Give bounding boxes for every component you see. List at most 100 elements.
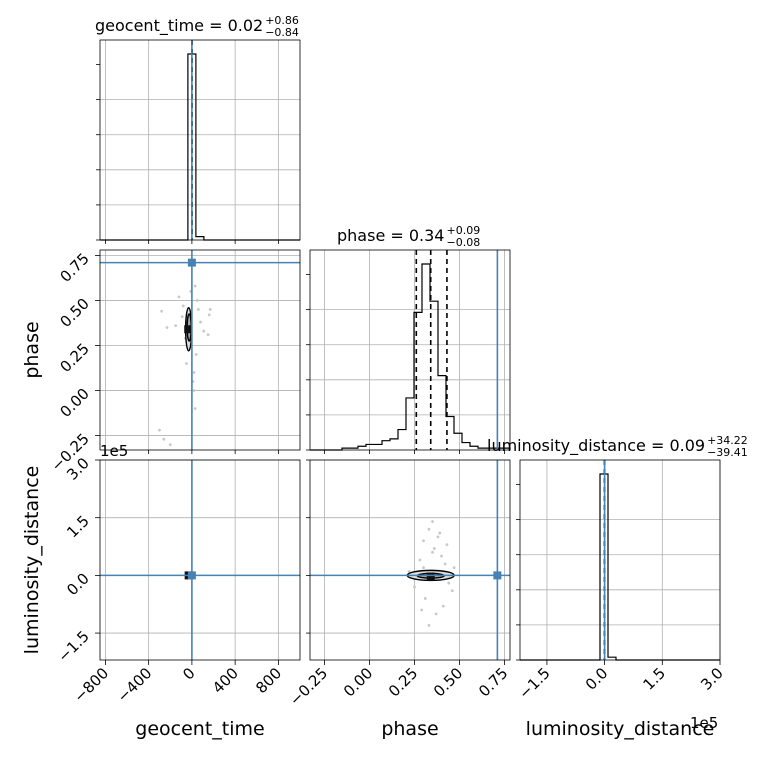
scatter-point-0-8: [199, 320, 202, 324]
ytick-label-luminosity_distance-1: 0.0: [63, 569, 93, 599]
scatter-point-0-9: [206, 333, 210, 337]
title-geocent_time: geocent_time = 0.02: [95, 16, 263, 36]
scatter-point-2-2: [422, 539, 425, 543]
title-plus-luminosity_distance: +34.22: [707, 434, 748, 447]
scatter-point-2-7: [443, 562, 447, 566]
density-core-0-0: [184, 325, 193, 334]
ytick-label-luminosity_distance-0: −1.5: [54, 627, 92, 665]
xtick-label-geocent_time-2: 0: [179, 664, 198, 683]
scatter-point-2-4: [432, 547, 436, 550]
xtick-label-geocent_time-4: 800: [252, 664, 285, 697]
xtick-label-geocent_time-3: 400: [209, 664, 242, 697]
scatter-point-2-19: [431, 550, 434, 554]
scatter-point-2-17: [407, 570, 411, 573]
scatter-point-2-11: [441, 604, 445, 608]
histogram-phase: [310, 263, 511, 451]
yaxis-label-luminosity_distance: luminosity_distance: [21, 466, 43, 655]
ytick-label-phase-4: 0.75: [56, 250, 92, 286]
scatter-point-0-1: [165, 326, 169, 329]
panel-frame-geocent_time: [99, 39, 301, 241]
scatter-point-0-22: [180, 315, 184, 319]
scatter-point-2-12: [413, 585, 416, 589]
xtick-label-phase-4: 0.75: [475, 664, 511, 700]
panel-frame-phase-luminosity_distance: [309, 459, 511, 661]
scatter-point-2-13: [447, 581, 451, 585]
panel-frame-geocent_time-luminosity_distance: [99, 459, 301, 661]
scatter-point-0-5: [185, 362, 188, 365]
ytick-label-phase-3: 0.50: [56, 295, 92, 331]
panel-geocent_time-luminosity_distance: [100, 460, 300, 660]
scatter-point-2-1: [431, 520, 434, 523]
scatter-point-0-3: [181, 304, 185, 308]
xtick-label-phase-2: 0.25: [385, 664, 421, 700]
density-core-2-0: [426, 572, 435, 581]
scatter-point-2-5: [440, 554, 443, 558]
scatter-point-2-21: [445, 543, 449, 547]
xaxis-label-geocent_time: geocent_time: [135, 718, 264, 740]
xtick-label-luminosity_distance-1: 0.0: [582, 664, 612, 694]
scatter-point-0-21: [195, 299, 199, 302]
scatter-point-2-0: [427, 527, 431, 531]
scatter-point-0-0: [160, 309, 164, 313]
histogram-geocent_time: [100, 53, 300, 241]
grid-layer: [100, 40, 721, 660]
data-layer: [100, 40, 720, 661]
scatter-point-0-11: [208, 308, 212, 311]
xaxis-label-luminosity_distance: luminosity_distance: [526, 718, 715, 740]
scatter-point-0-10: [207, 313, 211, 317]
ytick-label-luminosity_distance-2: 1.5: [63, 512, 93, 542]
scatter-point-0-19: [193, 407, 197, 410]
scatter-point-2-3: [436, 535, 440, 539]
scatter-point-0-18: [168, 443, 172, 446]
panel-frame-geocent_time-phase: [99, 249, 301, 451]
truth-marker-geocent_time-luminosity_distance: [187, 571, 196, 580]
scatter-point-0-7: [196, 308, 200, 311]
title-minus-geocent_time: −0.84: [265, 26, 299, 39]
scatter-point-2-8: [423, 597, 427, 600]
title-phase: phase = 0.34: [337, 226, 444, 245]
ytick-label-phase-1: 0.00: [56, 385, 92, 421]
xtick-label-phase-0: −0.25: [286, 664, 331, 709]
scatter-point-2-14: [438, 531, 442, 535]
offset-label-y: 1e5: [100, 442, 128, 460]
ytick-label-phase-2: 0.25: [56, 340, 92, 376]
yaxis-label-phase: phase: [21, 321, 43, 378]
scatter-point-2-15: [422, 566, 425, 570]
scatter-point-0-17: [162, 437, 166, 441]
scatter-point-0-12: [192, 371, 196, 374]
xtick-label-luminosity_distance-2: 1.5: [640, 664, 670, 694]
panel-phase-luminosity_distance: [310, 460, 510, 660]
panel-frame-luminosity_distance: [519, 459, 721, 661]
title-minus-luminosity_distance: −39.41: [707, 446, 748, 459]
scatter-point-0-2: [177, 295, 181, 299]
histogram-luminosity_distance: [520, 473, 720, 661]
scatter-point-0-15: [193, 284, 197, 288]
xtick-label-luminosity_distance-0: −1.5: [515, 664, 553, 702]
title-plus-geocent_time: +0.86: [265, 14, 299, 27]
panel-geocent_time-phase: [100, 250, 300, 450]
scatter-point-0-23: [202, 329, 206, 333]
title-plus-phase: +0.09: [446, 224, 480, 237]
xaxis-label-phase: phase: [381, 718, 438, 740]
scatter-point-2-6: [418, 558, 422, 562]
offset-label-x: 1e5: [690, 714, 718, 732]
scatter-point-2-16: [452, 566, 456, 570]
title-minus-phase: −0.08: [446, 236, 480, 249]
xtick-label-geocent_time-1: −400: [114, 664, 156, 706]
scatter-point-2-20: [420, 608, 424, 612]
scatter-point-0-20: [192, 389, 196, 392]
xtick-label-geocent_time-0: −800: [70, 664, 112, 706]
panel-frame-phase: [309, 249, 511, 451]
scatter-point-2-18: [450, 589, 454, 593]
truth-marker-phase-luminosity_distance: [493, 571, 502, 580]
xtick-label-luminosity_distance-3: 3.0: [697, 664, 727, 694]
scatter-point-0-24: [174, 324, 178, 328]
xtick-label-phase-3: 0.50: [430, 664, 466, 700]
scatter-point-0-6: [194, 353, 198, 356]
scatter-point-2-9: [434, 612, 438, 616]
scatter-point-0-16: [158, 428, 161, 432]
scatter-point-2-10: [427, 623, 431, 627]
xtick-label-phase-1: 0.00: [340, 664, 376, 700]
